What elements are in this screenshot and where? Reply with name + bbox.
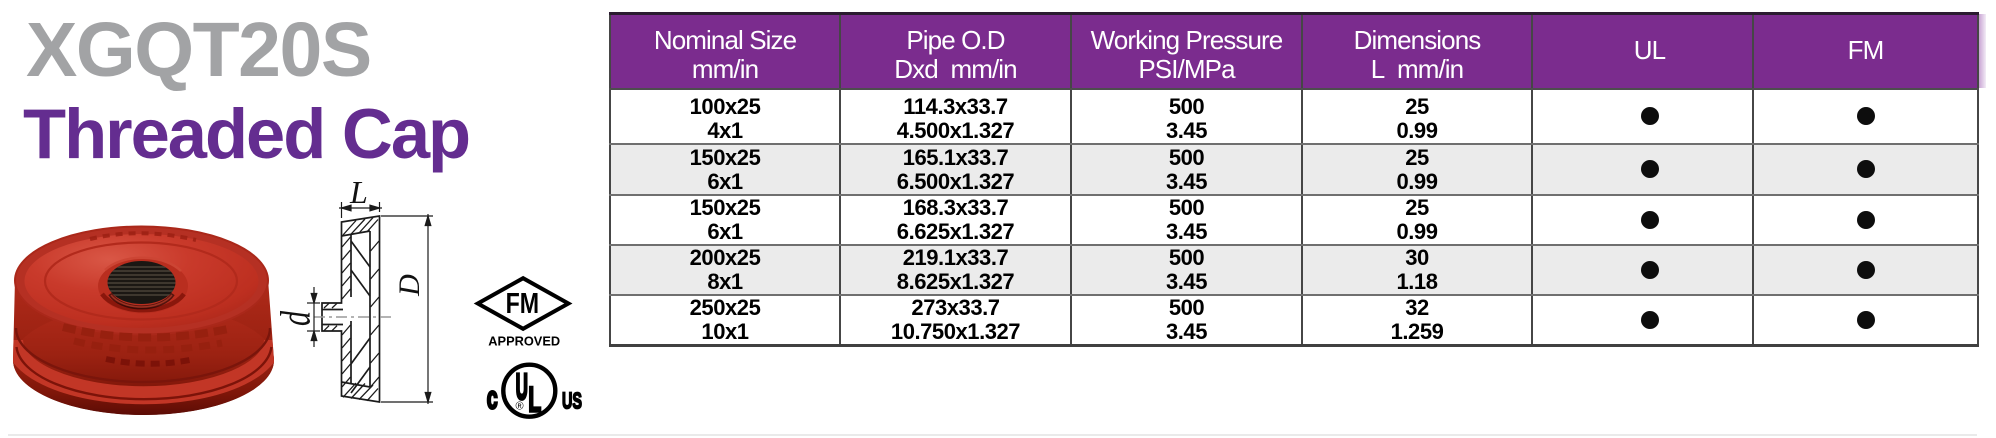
svg-text:US: US (562, 389, 582, 414)
svg-text:L: L (349, 175, 368, 210)
svg-text:U: U (516, 366, 528, 407)
svg-text:L: L (528, 381, 541, 420)
svg-text:c: c (487, 379, 498, 415)
svg-text:FM: FM (506, 289, 539, 320)
svg-text:APPROVED: APPROVED (488, 333, 560, 348)
svg-text:®: ® (516, 401, 524, 413)
svg-text:d: d (280, 310, 319, 326)
svg-text:D: D (393, 274, 426, 297)
